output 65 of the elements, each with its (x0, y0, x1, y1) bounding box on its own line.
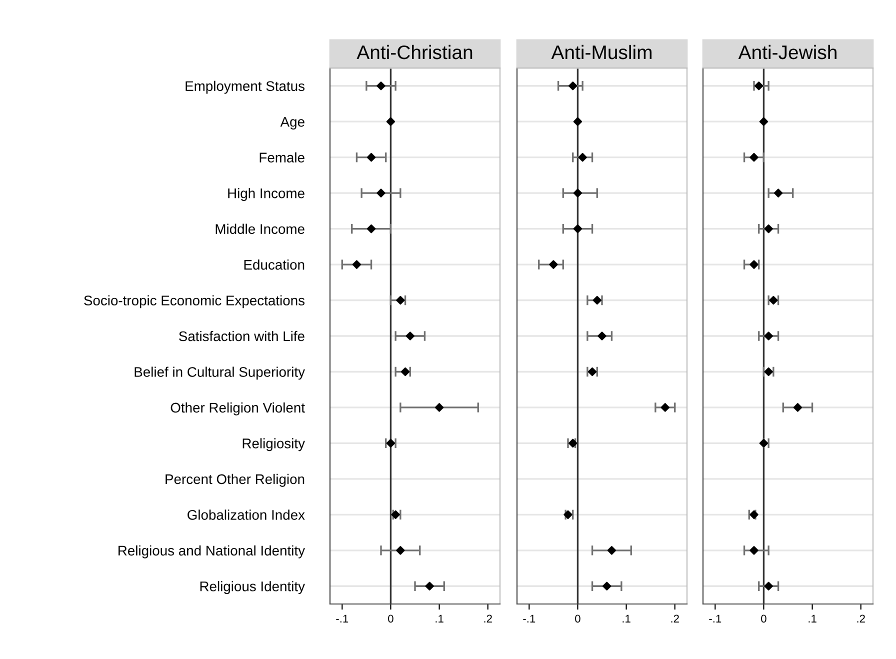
y-tick-label: Religiosity (242, 438, 305, 452)
point (602, 582, 612, 591)
y-tick-label: Belief in Cultural Superiority (134, 366, 305, 380)
point (396, 546, 405, 555)
y-tick-label: Percent Other Religion (166, 474, 304, 487)
point (607, 546, 616, 555)
point (573, 117, 582, 126)
point (396, 296, 405, 305)
point (573, 224, 582, 234)
x-tick-label: -.1 (709, 614, 722, 622)
point (750, 510, 758, 520)
point (376, 81, 386, 90)
point (764, 582, 773, 591)
point (366, 152, 376, 162)
point (764, 332, 773, 340)
point (386, 117, 396, 126)
point (406, 332, 415, 340)
y-tick-label: Employment Status (186, 80, 305, 94)
point (578, 152, 587, 162)
point (400, 367, 410, 376)
point (376, 188, 386, 198)
y-tick-label: Age (280, 117, 304, 130)
y-tick-label: Education (244, 260, 304, 270)
point (434, 403, 444, 412)
x-tick-label: 0 (761, 614, 766, 623)
x-tick-label: 0 (388, 614, 394, 623)
y-tick-label: Globalization Index (188, 510, 305, 520)
point (750, 152, 758, 162)
x-tick-label: .2 (857, 614, 865, 622)
x-tick-label: -.1 (523, 614, 536, 622)
y-tick-label: Female (260, 152, 304, 163)
y-tick-label: Middle Income (216, 224, 304, 234)
point (759, 117, 768, 126)
x-tick-label: -.1 (336, 614, 348, 622)
y-tick-label: Religious Identity (200, 581, 305, 594)
point (549, 260, 558, 269)
point (568, 81, 578, 90)
point (754, 81, 764, 90)
chart-title: Anti-Christian (356, 44, 472, 60)
point (774, 188, 783, 198)
point (750, 260, 758, 269)
point (425, 582, 434, 591)
point (764, 224, 773, 234)
point (598, 332, 606, 340)
point (793, 403, 802, 412)
y-tick-label: High Income (228, 188, 304, 201)
y-tick-label: Religious and National Identity (118, 545, 305, 558)
x-tick-label: 0 (575, 614, 580, 623)
y-tick-label: Other Religion Violent (170, 402, 305, 416)
chart-title: Anti-Muslim (551, 44, 652, 60)
x-tick-label: .2 (484, 614, 492, 622)
point (660, 403, 670, 412)
x-tick-label: .2 (671, 614, 679, 622)
point (592, 296, 602, 305)
point (750, 546, 758, 555)
y-tick-label: Socio-tropic Economic Expectations (84, 295, 305, 308)
point (366, 224, 376, 234)
point (573, 188, 582, 198)
y-tick-label: Satisfaction with Life (179, 330, 304, 342)
point (759, 438, 768, 448)
point (352, 260, 362, 269)
chart-title: Anti-Jewish (738, 44, 836, 60)
x-tick-label: .1 (436, 614, 444, 622)
x-tick-label: .1 (808, 614, 816, 622)
x-tick-label: .1 (622, 614, 630, 622)
